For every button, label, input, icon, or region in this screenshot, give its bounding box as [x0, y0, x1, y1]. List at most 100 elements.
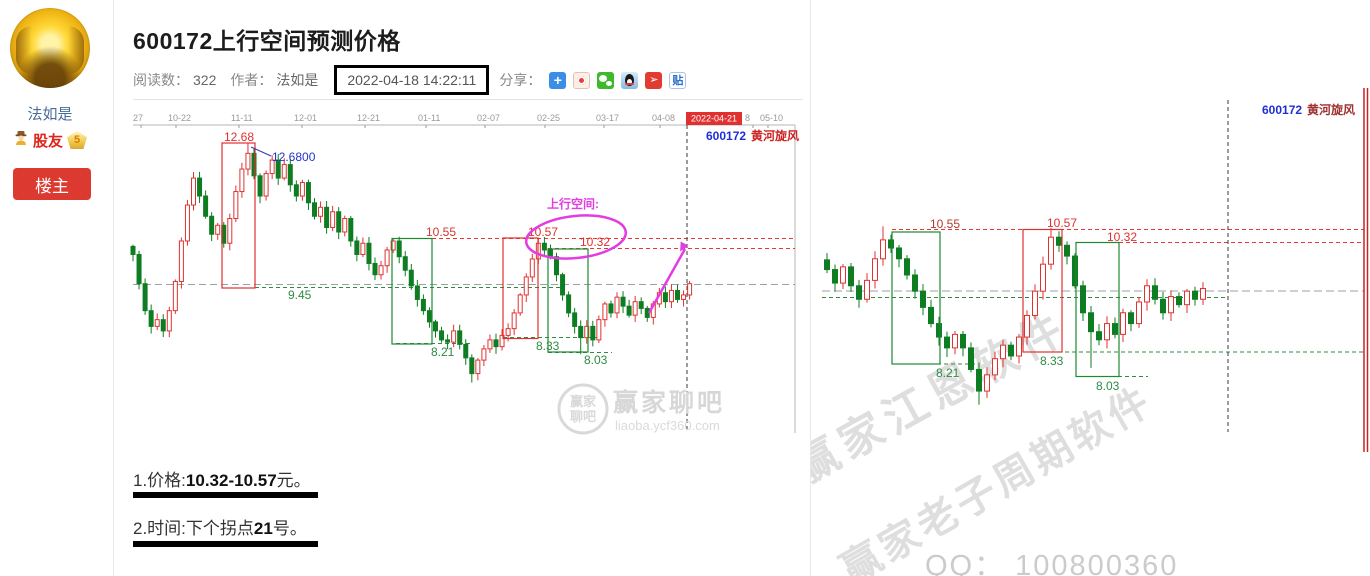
x-axis-tick-label: 05-10 — [760, 113, 783, 123]
x-axis-tick-label: 03-17 — [596, 113, 619, 123]
page-title: 600172上行空间预测价格 — [133, 28, 401, 54]
candle-body — [191, 177, 196, 206]
gann-swing-box — [502, 237, 539, 340]
candle-body — [336, 211, 342, 233]
candle-body — [535, 242, 541, 260]
candle-body — [608, 303, 614, 314]
candle-body — [130, 245, 136, 255]
x-axis-tick-label: 12-01 — [294, 113, 317, 123]
candle-body — [493, 339, 499, 348]
author-name[interactable]: 法如是 — [276, 72, 319, 88]
candle-body — [378, 265, 384, 276]
price-label: 10.55 — [426, 225, 456, 239]
candle-body — [590, 325, 596, 341]
share-label: 分享： — [499, 72, 542, 88]
weibo-share-icon[interactable] — [573, 71, 591, 89]
liaoba-logo-circle — [557, 383, 609, 435]
candle-body — [184, 204, 190, 242]
price-label: 12.68 — [224, 130, 254, 144]
candle-body — [269, 159, 275, 175]
candle-body — [360, 242, 366, 255]
candle-body — [348, 218, 354, 242]
note-price: 1.价格:10.32-10.57元。 — [133, 471, 311, 490]
candle-body — [644, 307, 650, 318]
liaoba-logo-text: 聊吧 — [570, 409, 596, 424]
wechat-share-icon[interactable] — [597, 71, 615, 89]
price-label: 黄河旋风 — [751, 128, 799, 143]
author-username[interactable]: 法如是 — [27, 106, 73, 123]
peak-callout-line — [250, 146, 272, 157]
candle-body — [505, 328, 511, 336]
liaoba-logo-text: 赢家 — [570, 394, 597, 409]
x-axis-tick-label: 12-21 — [357, 113, 380, 123]
candle-body — [281, 164, 287, 179]
views-count: 322 — [193, 72, 217, 88]
x-axis-tick-label: 11-11 — [231, 113, 253, 123]
post-timestamp: 2022-04-18 14:22:11 — [334, 65, 490, 95]
candle-body — [499, 334, 505, 348]
header-divider — [133, 99, 803, 100]
candle-body — [227, 218, 233, 244]
candle-body — [312, 202, 317, 217]
watermark-qq-number: QQ： 100800360 — [925, 550, 1179, 576]
candle-body — [578, 325, 584, 339]
x-axis-tick-label: 10-22 — [168, 113, 191, 123]
candle-body — [372, 262, 378, 276]
x-axis-tick-label: 27 — [133, 113, 143, 123]
candle-body — [420, 298, 426, 312]
candle-body — [148, 310, 154, 327]
note-time: 2.时间:下个拐点21号。 — [133, 519, 307, 538]
share-more-icon[interactable]: + — [549, 71, 567, 89]
candle-body — [136, 253, 142, 285]
candle-body — [523, 276, 529, 296]
gann-swing-box — [391, 237, 433, 345]
candle-body — [408, 269, 414, 287]
sidebar-divider — [113, 0, 114, 576]
candle-body — [402, 256, 408, 271]
candle-body — [620, 296, 626, 307]
tieba-share-icon[interactable]: 贴 — [669, 71, 687, 89]
candle-body — [547, 249, 553, 258]
upside-arrow — [647, 241, 689, 314]
candle-body — [178, 240, 184, 282]
candle-body — [299, 182, 305, 197]
candle-body — [233, 191, 239, 220]
candle-body — [251, 152, 257, 177]
candle-body — [681, 294, 687, 300]
author-role-row: 股友 5 — [0, 127, 100, 153]
candle-body — [384, 249, 390, 267]
author-label: 作者： — [230, 72, 273, 88]
views-label: 阅读数： — [133, 72, 189, 88]
candle-body — [366, 242, 372, 264]
content-right-divider — [810, 0, 811, 576]
candle-body — [433, 321, 438, 332]
candle-body — [215, 224, 221, 235]
qq-share-icon[interactable] — [621, 71, 639, 89]
candle-body — [318, 206, 324, 217]
x-axis-tick-label: 01-11 — [418, 113, 440, 123]
price-label: 10.32 — [580, 235, 610, 249]
floor-owner-button[interactable]: 楼主 — [13, 168, 91, 200]
candle-body — [481, 348, 487, 361]
candle-body — [687, 283, 693, 296]
candle-body — [668, 289, 674, 303]
post-meta-row: 阅读数： 322 作者： 法如是 2022-04-18 14:22:11 分享：… — [133, 61, 687, 99]
candle-body — [487, 339, 493, 350]
role-badge: 股友 — [32, 132, 63, 150]
candle-body — [154, 319, 160, 327]
qzone-share-icon[interactable]: ➢ — [645, 71, 663, 89]
author-sidebar: 法如是 股友 5 楼主 — [0, 0, 113, 576]
candle-body — [257, 175, 263, 197]
candle-body — [166, 310, 172, 332]
x-axis-tick-label: 02-25 — [537, 113, 560, 123]
price-label: 10.57 — [528, 225, 558, 239]
candle-body — [142, 283, 148, 312]
share-icons: + ➢ 贴 — [549, 71, 687, 89]
candle-body — [426, 310, 432, 323]
user-avatar[interactable] — [10, 8, 90, 88]
highlighted-date-bg — [686, 112, 742, 125]
candle-body — [584, 325, 590, 339]
note-price-underline — [133, 492, 318, 498]
liaoba-watermark-url: liaoba.ycf360.com — [615, 418, 720, 433]
